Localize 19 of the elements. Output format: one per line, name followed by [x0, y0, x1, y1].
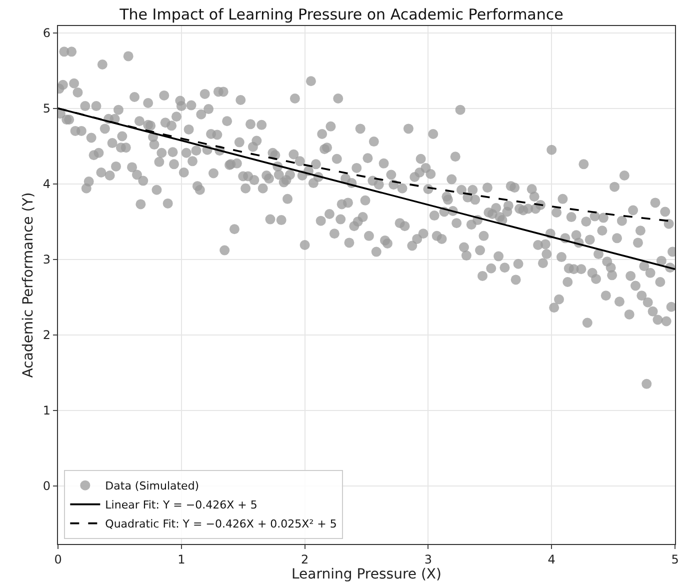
x-tick-label: 0 [54, 552, 62, 566]
legend-label: Data (Simulated) [105, 480, 200, 493]
y-tick-label: 3 [42, 252, 50, 267]
x-tick-label: 3 [424, 552, 432, 566]
x-tick-label: 5 [671, 552, 679, 566]
x-axis-title: Learning Pressure (X) [292, 566, 442, 582]
y-tick-label: 6 [42, 26, 50, 40]
y-tick-label: 0 [42, 479, 50, 494]
x-tick-label: 2 [300, 552, 309, 566]
y-tick-label: 4 [42, 177, 50, 192]
legend-label: Linear Fit: Y = −0.426X + 5 [105, 498, 258, 512]
x-tick-label: 4 [548, 552, 556, 566]
y-tick-label: 5 [42, 102, 50, 116]
y-axis-title: Academic Performance (Y) [20, 192, 36, 378]
y-tick-label: 2 [42, 328, 50, 342]
y-tick-label: 1 [42, 404, 50, 418]
legend-label: Quadratic Fit: Y = −0.426X + 0.025X² + 5 [105, 518, 337, 531]
chart-title: The Impact of Learning Pressure on Academic Performance [118, 5, 564, 24]
x-tick-label: 1 [178, 552, 186, 566]
